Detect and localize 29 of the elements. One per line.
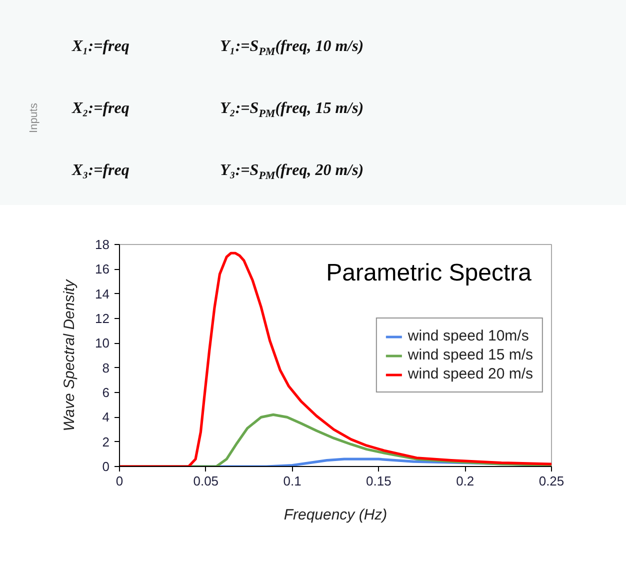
legend-label: wind speed 10m/s [408,328,529,344]
y-tick-label: 4 [102,410,110,425]
y-tick-label: 18 [95,237,110,252]
y-tick-label: 6 [102,385,110,400]
text: X₁:=freq [72,37,130,57]
x-tick-label: 0.1 [283,474,302,488]
x-tick-label: 0.25 [538,474,564,488]
y-tick-label: 16 [95,262,110,277]
y-tick-label: 14 [95,286,110,302]
legend-label: wind speed 15 m/s [408,346,533,364]
text: Y₁:=S$_{PM}$(freq, 10 m/s) [220,37,364,60]
x-axis-title: Frequency (Hz) [284,506,388,524]
text: Inputs [27,103,42,133]
x-tick-label: 0.05 [193,474,219,488]
text: Y₂:=S$_{PM}$(freq, 15 m/s) [220,99,364,122]
x-tick-label: 0 [116,474,124,488]
y-tick-label: 12 [95,311,110,326]
y-tick-label: 8 [102,360,110,376]
text: X₃:=freq [72,161,130,181]
x-tick-label: 0.15 [366,474,392,488]
y-tick-label: 2 [102,434,110,450]
text: Y₃:=S$_{PM}$(freq, 20 m/s) [220,161,364,184]
y-tick-label: 0 [102,459,110,474]
y-axis-title: Wave Spectral Density [61,278,78,432]
text: Parametric Spectra [326,260,532,286]
y-tick-label: 10 [95,336,110,351]
text: X₂:=freq [72,99,130,119]
x-tick-label: 0.2 [456,474,474,488]
legend-label: wind speed 20 m/s [408,366,533,382]
